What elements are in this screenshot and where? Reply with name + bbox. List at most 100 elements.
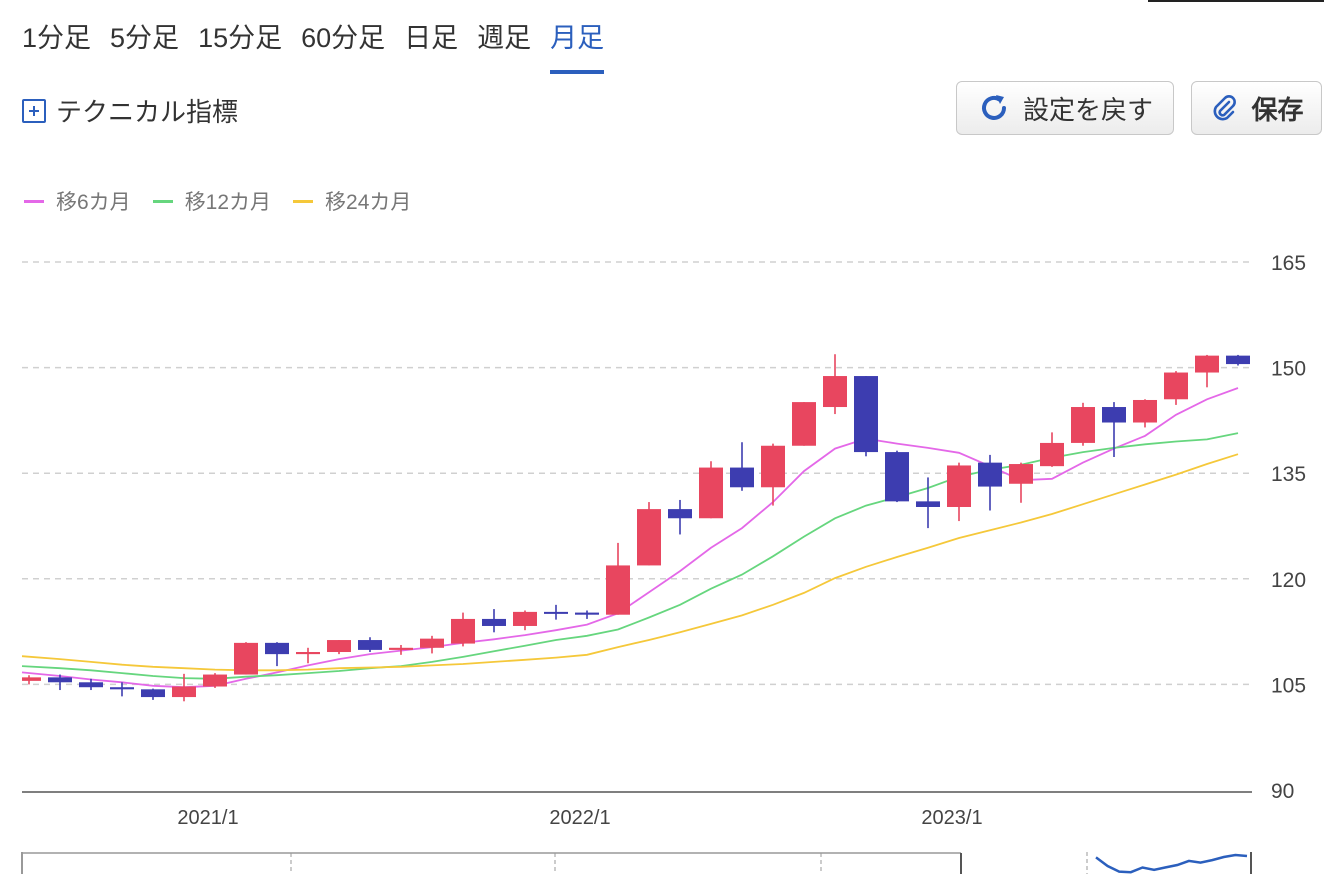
candle-body (668, 509, 692, 519)
candle-body (203, 674, 227, 687)
candle-body (482, 618, 506, 626)
legend-swatch-ma24 (293, 199, 314, 203)
candle (978, 454, 1002, 511)
tab-monthly[interactable]: 月足 (550, 18, 605, 74)
candle (823, 354, 847, 415)
candle-body (1009, 464, 1033, 484)
tab-15min[interactable]: 15分足 (198, 23, 283, 53)
candle (1195, 354, 1219, 388)
tab-5min[interactable]: 5分足 (110, 23, 180, 53)
candles (22, 354, 1250, 702)
candle (358, 637, 382, 653)
legend-label-ma12: 移12カ月 (184, 191, 272, 214)
timeframe-tabs: 1分足 5分足 15分足 60分足 日足 週足 月足 (22, 18, 623, 74)
candle (947, 462, 971, 522)
x-tick-label: 2022/1 (549, 807, 610, 829)
candle-body (1226, 355, 1250, 365)
candle-body (544, 611, 568, 614)
x-axis: 2021/1 2022/1 2023/1 (22, 791, 1252, 829)
candle (730, 442, 754, 491)
candle (482, 609, 506, 633)
candle-body (296, 652, 320, 655)
candle (885, 450, 909, 503)
candle-body (637, 509, 661, 566)
candle (203, 673, 227, 688)
candle (110, 682, 134, 697)
candle (296, 647, 320, 664)
technical-indicators-toggle[interactable]: テクニカル指標 (22, 92, 238, 129)
candle (575, 610, 599, 619)
candle (420, 635, 444, 654)
navigator-price-line (1095, 853, 1248, 874)
candle (22, 675, 41, 685)
candle-body (916, 501, 940, 507)
tab-daily[interactable]: 日足 (404, 23, 459, 53)
legend-item-ma24: 移24カ月 (293, 186, 411, 216)
reset-settings-button[interactable]: 設定を戻す (956, 81, 1174, 135)
x-tick-label: 2021/1 (177, 807, 238, 829)
y-tick-label: 150 (1271, 358, 1306, 381)
y-tick-label: 120 (1271, 569, 1306, 592)
candle (79, 678, 103, 691)
candle (1040, 432, 1064, 467)
candle-body (513, 611, 537, 626)
chart-legend: 移6カ月 移12カ月 移24カ月 (24, 186, 433, 216)
candle (637, 502, 661, 566)
top-border-line (1148, 0, 1324, 2)
paperclip-icon (1214, 95, 1237, 121)
candle-body (327, 640, 351, 653)
candle-body (1195, 355, 1219, 373)
candle (1164, 371, 1188, 405)
candle (1009, 462, 1033, 503)
candle (451, 612, 475, 647)
save-button[interactable]: 保存 (1191, 81, 1322, 135)
technical-indicators-label: テクニカル指標 (56, 97, 239, 127)
candle-body (389, 647, 413, 650)
ma6-line (21, 387, 1239, 689)
candle (1071, 402, 1095, 446)
candle-body (451, 618, 475, 644)
candle-body (1071, 407, 1095, 443)
candle-body (234, 642, 258, 675)
legend-item-ma6: 移6カ月 (24, 186, 131, 216)
tab-weekly[interactable]: 週足 (477, 23, 532, 53)
candle (513, 610, 537, 631)
candle-body (947, 465, 971, 507)
candle-body (730, 467, 754, 488)
candle (916, 477, 940, 529)
candle-body (1040, 442, 1064, 467)
refresh-icon (982, 95, 1006, 120)
candle-body (978, 462, 1002, 487)
legend-item-ma12: 移12カ月 (152, 186, 272, 216)
legend-label-ma24: 移24カ月 (325, 191, 412, 214)
plus-box-icon (22, 98, 46, 123)
candle-body (699, 467, 723, 519)
legend-swatch-ma12 (152, 199, 173, 203)
candle (234, 642, 258, 675)
candle-body (1102, 407, 1126, 423)
candle (172, 673, 196, 702)
y-axis-ticks: 165 150 135 120 105 90 (1271, 252, 1306, 803)
candle-body (110, 687, 134, 690)
reset-settings-label: 設定を戻す (1022, 94, 1153, 125)
ma12-line (21, 432, 1239, 680)
candle (792, 402, 816, 446)
range-navigator[interactable] (21, 852, 1252, 874)
candle (1102, 402, 1126, 458)
candle (544, 604, 568, 620)
candle-body (761, 445, 785, 488)
candle (761, 443, 785, 506)
candle-body (48, 677, 72, 683)
candle (265, 642, 289, 667)
y-tick-label: 165 (1271, 252, 1306, 275)
candle (1226, 354, 1250, 366)
candle-body (823, 376, 847, 408)
candle-body (172, 686, 196, 698)
candle (48, 674, 72, 691)
candle-body (420, 638, 444, 648)
tab-60min[interactable]: 60分足 (301, 23, 386, 53)
candle-body (1133, 399, 1157, 423)
candle-body (265, 642, 289, 655)
tab-1min[interactable]: 1分足 (22, 23, 92, 53)
